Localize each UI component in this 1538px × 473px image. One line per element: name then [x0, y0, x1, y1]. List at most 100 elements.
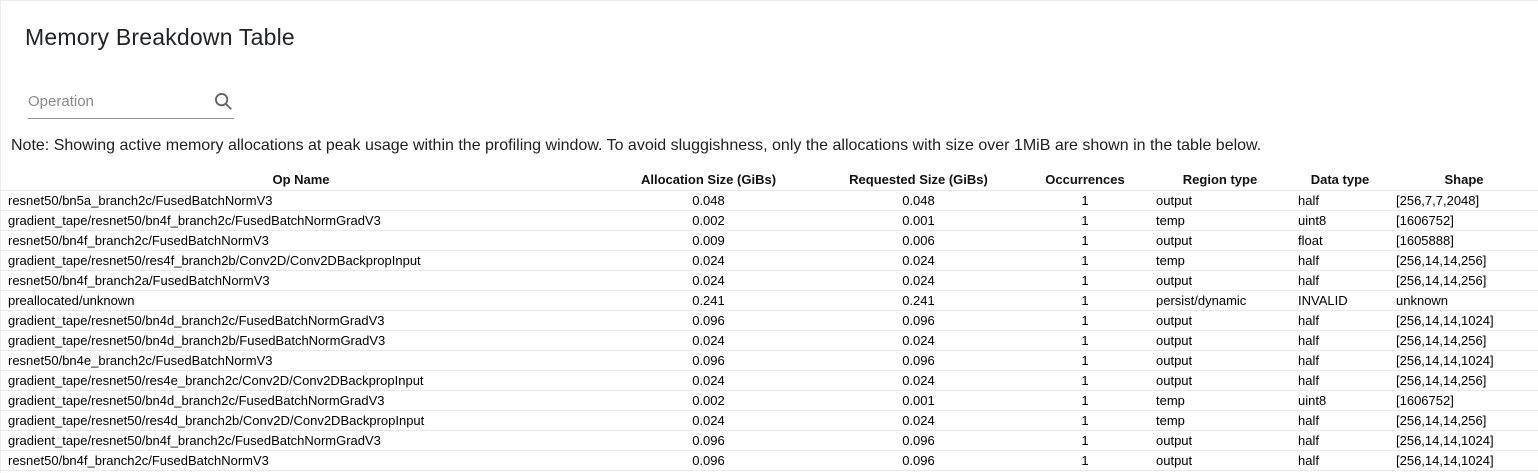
cell-dtype: half	[1291, 309, 1389, 330]
cell-shape: [256,14,14,256]	[1389, 269, 1538, 290]
cell-req: 0.024	[816, 249, 1021, 270]
search-icon	[215, 93, 232, 110]
page-title: Memory Breakdown Table	[25, 24, 295, 50]
table-row[interactable]: gradient_tape/resnet50/res4e_branch2c/Co…	[1, 369, 1538, 390]
cell-op: gradient_tape/resnet50/res4e_branch2c/Co…	[1, 369, 601, 390]
table-row[interactable]: gradient_tape/resnet50/bn4d_branch2b/Fus…	[1, 329, 1538, 350]
cell-shape: [256,7,7,2048]	[1389, 189, 1538, 210]
cell-region: output	[1149, 229, 1291, 250]
cell-alloc: 0.048	[601, 189, 816, 210]
cell-region: temp	[1149, 249, 1291, 270]
cell-region: output	[1149, 369, 1291, 390]
table-row[interactable]: resnet50/bn4f_branch2c/FusedBatchNormV3 0…	[1, 229, 1538, 250]
cell-alloc: 0.096	[601, 349, 816, 370]
cell-dtype: half	[1291, 369, 1389, 390]
cell-dtype: half	[1291, 409, 1389, 430]
cell-shape: [256,14,14,1024]	[1389, 429, 1538, 450]
cell-region: persist/dynamic	[1149, 289, 1291, 310]
cell-req: 0.241	[816, 289, 1021, 310]
cell-alloc: 0.096	[601, 449, 816, 470]
table-row[interactable]: resnet50/bn4f_branch2a/FusedBatchNormV3 0…	[1, 269, 1538, 290]
cell-req: 0.024	[816, 269, 1021, 290]
cell-occ: 1	[1021, 449, 1149, 470]
cell-dtype: uint8	[1291, 389, 1389, 410]
cell-req: 0.096	[816, 429, 1021, 450]
table-row[interactable]: gradient_tape/resnet50/bn4d_branch2c/Fus…	[1, 389, 1538, 410]
cell-dtype: float	[1291, 229, 1389, 250]
table-header-row: Op Name Allocation Size (GiBs) Requested S…	[1, 169, 1538, 190]
cell-req: 0.096	[816, 449, 1021, 470]
column-header-alloc[interactable]: Allocation Size (GiBs)	[640, 171, 777, 187]
cell-dtype: half	[1291, 329, 1389, 350]
table-row[interactable]: preallocated/unknown 0.241 0.241 1 persist/d…	[1, 289, 1538, 310]
cell-op: resnet50/bn4f_branch2c/FusedBatchNormV3	[1, 449, 601, 470]
cell-req: 0.024	[816, 329, 1021, 350]
cell-shape: [256,14,14,256]	[1389, 369, 1538, 390]
cell-alloc: 0.002	[601, 389, 816, 410]
cell-occ: 1	[1021, 309, 1149, 330]
cell-op: resnet50/bn4f_branch2a/FusedBatchNormV3	[1, 269, 601, 290]
operation-search-field[interactable]	[28, 84, 234, 119]
cell-dtype: half	[1291, 429, 1389, 450]
table-row[interactable]: gradient_tape/resnet50/bn4f_branch2c/Fus…	[1, 429, 1538, 450]
cell-occ: 1	[1021, 229, 1149, 250]
cell-region: temp	[1149, 409, 1291, 430]
cell-req: 0.096	[816, 309, 1021, 330]
cell-op: gradient_tape/resnet50/res4f_branch2b/Co…	[1, 249, 601, 270]
table-row[interactable]: resnet50/bn5a_branch2c/FusedBatchNormV3 0…	[1, 189, 1538, 210]
table-row[interactable]: gradient_tape/resnet50/bn4f_branch2c/Fus…	[1, 209, 1538, 230]
cell-op: gradient_tape/resnet50/bn4f_branch2c/Fus…	[1, 429, 601, 450]
cell-shape: [256,14,14,256]	[1389, 249, 1538, 270]
cell-alloc: 0.024	[601, 269, 816, 290]
cell-region: temp	[1149, 389, 1291, 410]
cell-req: 0.024	[816, 369, 1021, 390]
cell-op: gradient_tape/resnet50/bn4d_branch2c/Fus…	[1, 389, 601, 410]
cell-dtype: half	[1291, 349, 1389, 370]
cell-op: resnet50/bn4e_branch2c/FusedBatchNormV3	[1, 349, 601, 370]
cell-req: 0.024	[816, 409, 1021, 430]
cell-occ: 1	[1021, 369, 1149, 390]
cell-region: output	[1149, 309, 1291, 330]
search-input[interactable]	[28, 92, 198, 110]
cell-alloc: 0.024	[601, 329, 816, 350]
cell-alloc: 0.002	[601, 209, 816, 230]
cell-occ: 1	[1021, 249, 1149, 270]
cell-region: output	[1149, 449, 1291, 470]
memory-breakdown-table: Op Name Allocation Size (GiBs) Requested S…	[1, 169, 1538, 471]
cell-req: 0.006	[816, 229, 1021, 250]
cell-shape: [1606752]	[1389, 389, 1538, 410]
cell-shape: [256,14,14,1024]	[1389, 309, 1538, 330]
cell-dtype: INVALID	[1291, 289, 1389, 310]
cell-dtype: uint8	[1291, 209, 1389, 230]
table-row[interactable]: gradient_tape/resnet50/res4d_branch2b/Co…	[1, 409, 1538, 430]
cell-region: output	[1149, 189, 1291, 210]
column-header-occ[interactable]: Occurrences	[1045, 171, 1125, 187]
cell-shape: unknown	[1389, 289, 1538, 310]
cell-occ: 1	[1021, 289, 1149, 310]
cell-req: 0.001	[816, 209, 1021, 230]
cell-shape: [1606752]	[1389, 209, 1538, 230]
table-row[interactable]: gradient_tape/resnet50/bn4d_branch2c/Fus…	[1, 309, 1538, 330]
cell-occ: 1	[1021, 189, 1149, 210]
column-header-dtype[interactable]: Data type	[1310, 171, 1370, 187]
table-row[interactable]: resnet50/bn4f_branch2c/FusedBatchNormV3 0…	[1, 449, 1538, 470]
cell-occ: 1	[1021, 389, 1149, 410]
cell-req: 0.001	[816, 389, 1021, 410]
cell-occ: 1	[1021, 209, 1149, 230]
column-header-op[interactable]: Op Name	[272, 171, 330, 187]
cell-op: gradient_tape/resnet50/bn4d_branch2c/Fus…	[1, 309, 601, 330]
note-text: Note: Showing active memory allocations …	[11, 137, 1262, 154]
cell-region: output	[1149, 269, 1291, 290]
cell-alloc: 0.096	[601, 309, 816, 330]
cell-shape: [256,14,14,256]	[1389, 329, 1538, 350]
cell-op: gradient_tape/resnet50/bn4d_branch2b/Fus…	[1, 329, 601, 350]
column-header-req[interactable]: Requested Size (GiBs)	[849, 171, 988, 187]
table-row[interactable]: resnet50/bn4e_branch2c/FusedBatchNormV3 0…	[1, 349, 1538, 370]
cell-occ: 1	[1021, 329, 1149, 350]
table-row[interactable]: gradient_tape/resnet50/res4f_branch2b/Co…	[1, 249, 1538, 270]
cell-alloc: 0.024	[601, 249, 816, 270]
column-header-shape[interactable]: Shape	[1444, 171, 1484, 187]
cell-region: temp	[1149, 209, 1291, 230]
column-header-region[interactable]: Region type	[1182, 171, 1258, 187]
